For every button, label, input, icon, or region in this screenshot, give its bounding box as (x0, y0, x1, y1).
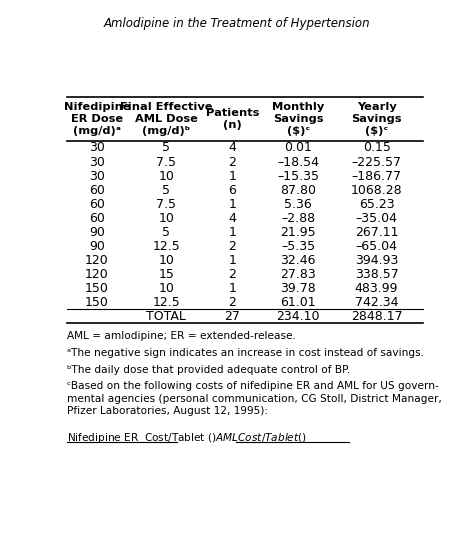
Text: 10: 10 (158, 169, 174, 183)
Text: 30: 30 (89, 169, 105, 183)
Text: 90: 90 (89, 240, 105, 253)
Text: 5: 5 (163, 184, 170, 197)
Text: 10: 10 (158, 211, 174, 225)
Text: 15: 15 (158, 268, 174, 281)
Text: –5.35: –5.35 (281, 240, 315, 253)
Text: 30: 30 (89, 142, 105, 154)
Text: 60: 60 (89, 211, 105, 225)
Text: ᶜBased on the following costs of nifedipine ER and AML for US govern-
mental age: ᶜBased on the following costs of nifedip… (66, 382, 441, 416)
Text: 2: 2 (228, 240, 236, 253)
Text: 150: 150 (85, 296, 109, 309)
Text: Amlodipine in the Treatment of Hypertension: Amlodipine in the Treatment of Hypertens… (104, 17, 370, 31)
Text: 0.01: 0.01 (284, 142, 312, 154)
Text: 32.46: 32.46 (281, 254, 316, 267)
Text: 12.5: 12.5 (153, 296, 180, 309)
Text: 5.36: 5.36 (284, 198, 312, 210)
Text: 10: 10 (158, 282, 174, 295)
Text: 1: 1 (228, 198, 236, 210)
Text: 4: 4 (228, 211, 236, 225)
Text: 120: 120 (85, 254, 109, 267)
Text: 60: 60 (89, 198, 105, 210)
Text: Monthly
Savings
($)ᶜ: Monthly Savings ($)ᶜ (272, 101, 324, 136)
Text: 1: 1 (228, 226, 236, 239)
Text: 7.5: 7.5 (156, 198, 176, 210)
Text: 7.5: 7.5 (156, 155, 176, 168)
Text: 2: 2 (228, 155, 236, 168)
Text: 12.5: 12.5 (153, 240, 180, 253)
Text: 5: 5 (163, 226, 170, 239)
Text: 120: 120 (85, 268, 109, 281)
Text: 0.15: 0.15 (363, 142, 391, 154)
Text: 4: 4 (228, 142, 236, 154)
Text: 90: 90 (89, 226, 105, 239)
Text: 2: 2 (228, 296, 236, 309)
Text: Nifedipine ER  Cost/Tablet ($)    AML   Cost/Tablet ($): Nifedipine ER Cost/Tablet ($) AML Cost/T… (66, 431, 307, 445)
Text: 27: 27 (224, 310, 240, 323)
Text: TOTAL: TOTAL (146, 310, 186, 323)
Text: 742.34: 742.34 (355, 296, 398, 309)
Text: 6: 6 (228, 184, 236, 197)
Text: 1: 1 (228, 282, 236, 295)
Text: –2.88: –2.88 (281, 211, 315, 225)
Text: –18.54: –18.54 (277, 155, 319, 168)
Text: 65.23: 65.23 (359, 198, 394, 210)
Text: 87.80: 87.80 (280, 184, 316, 197)
Text: Patients
(n): Patients (n) (206, 108, 259, 130)
Text: 150: 150 (85, 282, 109, 295)
Text: –15.35: –15.35 (277, 169, 319, 183)
Text: 2: 2 (228, 268, 236, 281)
Text: Final Effective
AML Dose
(mg/d)ᵇ: Final Effective AML Dose (mg/d)ᵇ (120, 101, 213, 136)
Text: 338.57: 338.57 (355, 268, 399, 281)
Text: –65.04: –65.04 (356, 240, 398, 253)
Text: 39.78: 39.78 (280, 282, 316, 295)
Text: 394.93: 394.93 (355, 254, 398, 267)
Text: AML = amlodipine; ER = extended-release.: AML = amlodipine; ER = extended-release. (66, 331, 295, 341)
Text: 234.10: 234.10 (276, 310, 320, 323)
Text: –225.57: –225.57 (352, 155, 401, 168)
Text: 1: 1 (228, 254, 236, 267)
Text: 267.11: 267.11 (355, 226, 398, 239)
Text: 10: 10 (158, 254, 174, 267)
Text: 2848.17: 2848.17 (351, 310, 402, 323)
Text: 30: 30 (89, 155, 105, 168)
Text: 5: 5 (163, 142, 170, 154)
Text: –35.04: –35.04 (356, 211, 398, 225)
Text: Nifedipine
ER Dose
(mg/d)ᵃ: Nifedipine ER Dose (mg/d)ᵃ (64, 101, 130, 136)
Text: ᵃThe negative sign indicates an increase in cost instead of savings.: ᵃThe negative sign indicates an increase… (66, 348, 424, 358)
Text: ᵇThe daily dose that provided adequate control of BP.: ᵇThe daily dose that provided adequate c… (66, 365, 350, 374)
Text: 1068.28: 1068.28 (351, 184, 402, 197)
Text: 21.95: 21.95 (281, 226, 316, 239)
Text: 27.83: 27.83 (280, 268, 316, 281)
Text: 61.01: 61.01 (281, 296, 316, 309)
Text: 483.99: 483.99 (355, 282, 398, 295)
Text: –186.77: –186.77 (352, 169, 401, 183)
Text: Yearly
Savings
($)ᶜ: Yearly Savings ($)ᶜ (351, 101, 402, 136)
Text: 1: 1 (228, 169, 236, 183)
Text: 60: 60 (89, 184, 105, 197)
